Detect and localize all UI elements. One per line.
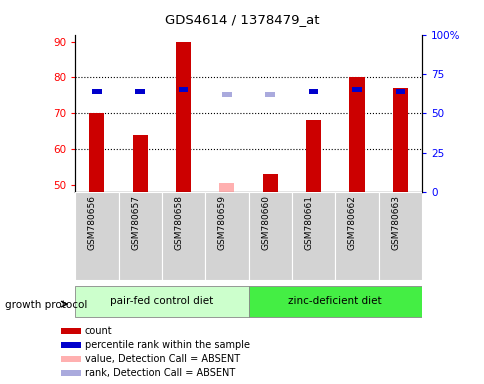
Bar	[61, 356, 80, 362]
Bar	[75, 286, 248, 317]
Bar	[176, 42, 191, 192]
Text: GDS4614 / 1378479_at: GDS4614 / 1378479_at	[165, 13, 319, 26]
Bar	[61, 328, 80, 334]
Bar	[291, 192, 334, 280]
Bar	[132, 135, 148, 192]
Text: GSM780662: GSM780662	[347, 195, 356, 250]
Bar	[89, 113, 104, 192]
Text: GSM780658: GSM780658	[174, 195, 183, 250]
Bar	[348, 78, 364, 192]
Bar	[265, 92, 274, 97]
Bar	[334, 192, 378, 280]
Bar	[392, 88, 407, 192]
Bar	[305, 121, 320, 192]
Bar	[378, 192, 421, 280]
Bar	[162, 192, 205, 280]
Text: GSM780659: GSM780659	[217, 195, 227, 250]
Text: GSM780661: GSM780661	[304, 195, 313, 250]
Text: GSM780656: GSM780656	[88, 195, 97, 250]
Text: value, Detection Call = ABSENT: value, Detection Call = ABSENT	[85, 354, 240, 364]
Bar	[179, 87, 188, 92]
Text: GSM780657: GSM780657	[131, 195, 140, 250]
Bar	[219, 183, 234, 192]
Text: growth protocol: growth protocol	[5, 300, 87, 310]
Bar	[351, 87, 361, 92]
Bar	[222, 92, 231, 97]
Bar	[248, 286, 421, 317]
Text: GSM780663: GSM780663	[391, 195, 399, 250]
Bar	[61, 370, 80, 376]
Text: percentile rank within the sample: percentile rank within the sample	[85, 340, 249, 350]
Bar	[135, 89, 145, 94]
Bar	[248, 192, 291, 280]
Text: pair-fed control diet: pair-fed control diet	[110, 296, 213, 306]
Bar	[61, 342, 80, 348]
Bar	[394, 89, 404, 94]
Text: count: count	[85, 326, 112, 336]
Bar	[75, 192, 118, 280]
Text: GSM780660: GSM780660	[261, 195, 270, 250]
Bar	[118, 192, 162, 280]
Bar	[205, 192, 248, 280]
Bar	[262, 174, 277, 192]
Bar	[308, 89, 318, 94]
Text: rank, Detection Call = ABSENT: rank, Detection Call = ABSENT	[85, 368, 235, 378]
Bar	[92, 89, 102, 94]
Text: zinc-deficient diet: zinc-deficient diet	[288, 296, 381, 306]
